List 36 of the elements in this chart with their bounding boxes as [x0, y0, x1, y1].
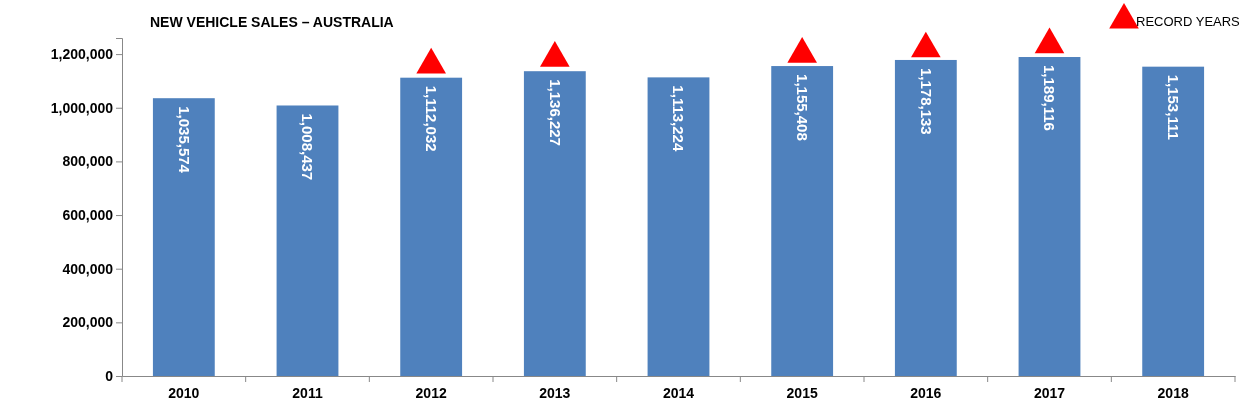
- y-tick-label: 0: [105, 367, 114, 384]
- y-tick-label: 1,200,000: [50, 46, 114, 63]
- x-tick-label: 2012: [415, 384, 447, 401]
- data-label: 1,113,224: [670, 85, 688, 152]
- data-label: 1,153,111: [1164, 74, 1182, 140]
- y-tick-label: 200,000: [62, 314, 114, 331]
- bar: [771, 66, 834, 376]
- y-tick-label: 600,000: [62, 207, 114, 224]
- bar: [523, 71, 586, 376]
- bar: [276, 105, 339, 376]
- x-tick-label: 2014: [662, 384, 695, 401]
- data-label: 1,155,408: [793, 74, 811, 141]
- data-label: 1,136,227: [546, 79, 564, 146]
- bar: [400, 77, 463, 376]
- data-label: 1,112,032: [422, 85, 440, 152]
- x-tick-label: 2015: [786, 384, 818, 401]
- data-label: 1,189,116: [1041, 65, 1059, 131]
- y-tick-label: 800,000: [62, 153, 114, 170]
- data-label: 1,178,133: [917, 67, 935, 135]
- y-tick-label: 400,000: [62, 260, 114, 277]
- data-label: 1,008,437: [299, 113, 317, 181]
- bar: [1142, 66, 1205, 376]
- legend-label: RECORD YEARS: [1136, 13, 1241, 29]
- x-tick-label: 2017: [1033, 384, 1066, 401]
- x-tick-label: 2013: [539, 384, 571, 401]
- bar: [647, 77, 710, 376]
- chart-title: NEW VEHICLE SALES – AUSTRALIA: [150, 14, 394, 30]
- data-label: 1,035,574: [175, 106, 193, 174]
- x-tick-label: 2010: [168, 384, 200, 401]
- y-tick-label: 1,000,000: [50, 99, 114, 116]
- bar: [894, 59, 957, 376]
- x-tick-label: 2016: [910, 384, 942, 401]
- x-tick-label: 2018: [1157, 384, 1189, 401]
- bar: [1018, 57, 1081, 376]
- bar: [152, 98, 215, 376]
- x-tick-label: 2011: [292, 384, 323, 401]
